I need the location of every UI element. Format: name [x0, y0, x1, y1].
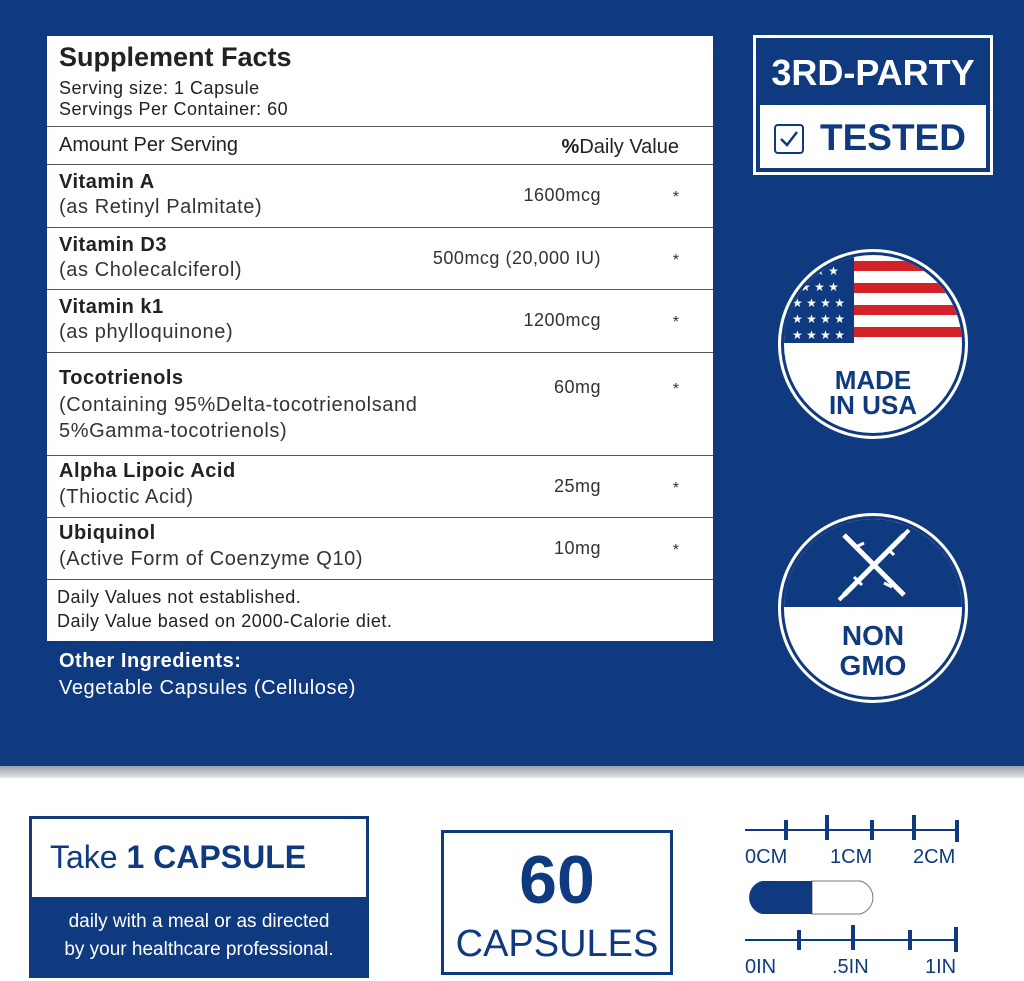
serving-size: Serving size: 1 Capsule [59, 78, 260, 98]
nutrient-row: Vitamin A (as Retinyl Palmitate) 1600mcg… [47, 164, 713, 227]
us-flag-icon: ★ ★ ★ ★ ★ ★ ★ ★ ★ ★ ★ ★ ★ ★ ★ ★ ★ [784, 255, 962, 343]
dosage-heading: Take 1 CAPSULE [50, 839, 306, 876]
nutrient-amount: 500mcg (20,000 IU) [432, 248, 601, 268]
nutrient-source: (Active Form of Coenzyme Q10) [59, 548, 364, 570]
nutrient-dv: * [672, 252, 679, 269]
nutrient-name: Vitamin D3 [59, 234, 167, 256]
dv-label: Daily Value [579, 136, 679, 158]
non-gmo-badge: NON GMO [781, 516, 965, 700]
dv-percent: % [561, 136, 580, 158]
nutrient-dv: * [672, 189, 679, 206]
svg-text:★ ★ ★ ★: ★ ★ ★ ★ [792, 312, 845, 326]
size-ruler [745, 815, 959, 952]
facts-title: Supplement Facts [59, 42, 292, 72]
nutrient-amount: 1200mcg [523, 310, 601, 330]
servings-per-container: Servings Per Container: 60 [59, 99, 289, 119]
in-usa-text: IN USA [828, 390, 918, 420]
nutrient-row: Vitamin D3 (as Cholecalciferol) 500mcg (… [47, 227, 713, 289]
divider-strip [0, 766, 1024, 778]
nutrient-source: (as Retinyl Palmitate) [59, 196, 263, 218]
supplement-facts-panel: Supplement Facts Serving size: 1 Capsule… [47, 36, 713, 641]
quantity-number: 60 [519, 842, 595, 918]
tested-bottom-box: TESTED [760, 105, 986, 168]
nutrient-name: Ubiquinol [59, 522, 156, 544]
dosage-desc-2: by your healthcare professional. [64, 939, 334, 960]
ruler-1cm: 1CM [830, 846, 873, 868]
nutrient-dv: * [672, 314, 679, 331]
gmo-text: GMO [839, 650, 907, 681]
made-text: MADE [834, 365, 912, 395]
nutrient-name: Alpha Lipoic Acid [59, 460, 236, 482]
amount-header-row: Amount Per Serving %Daily Value [47, 126, 713, 164]
svg-text:★ ★: ★ ★ [814, 264, 839, 278]
tested-top-text: 3RD-PARTY [771, 52, 975, 93]
quantity-box: 60 CAPSULES [441, 830, 673, 975]
footer-note-2: Daily Value based on 2000-Calorie diet. [57, 611, 393, 631]
dosage-desc-1: daily with a meal or as directed [68, 911, 330, 932]
made-in-usa-badge: ★ ★ ★ ★ ★ ★ ★ ★ ★ ★ ★ ★ ★ ★ ★ ★ ★ MADE IN US… [781, 252, 965, 436]
other-ingredients-title: Other Ingredients: [59, 650, 242, 672]
nutrient-dv: * [672, 480, 679, 497]
nutrient-source: (as Cholecalciferol) [59, 259, 243, 281]
dna-icon [837, 528, 911, 602]
ruler-1in: 1IN [925, 956, 957, 978]
take-text: Take [50, 839, 127, 875]
footer-row: Daily Values not established. Daily Valu… [47, 579, 713, 641]
quantity-unit: CAPSULES [455, 923, 659, 965]
footer-note-1: Daily Values not established. [57, 587, 302, 607]
nutrient-name: Vitamin A [59, 171, 155, 193]
capsule-icon [749, 880, 874, 915]
svg-text:★ ★ ★ ★: ★ ★ ★ ★ [792, 296, 845, 310]
nutrient-source: (as phylloquinone) [59, 321, 234, 343]
nutrient-amount: 10mg [553, 538, 601, 558]
nutrient-row: Alpha Lipoic Acid (Thioctic Acid) 25mg * [47, 455, 713, 517]
nutrient-name: Vitamin k1 [59, 296, 164, 318]
capsule-count-text: 1 CAPSULE [126, 839, 307, 875]
nutrient-row: Ubiquinol (Active Form of Coenzyme Q10) … [47, 517, 713, 579]
ruler-half-in: .5IN [832, 956, 869, 978]
third-party-tested-badge: 3RD-PARTY TESTED [753, 35, 993, 175]
other-ingredients-value: Vegetable Capsules (Cellulose) [59, 677, 357, 699]
nutrient-source-cont: 5%Gamma-tocotrienols) [59, 420, 288, 442]
ruler-0cm: 0CM [745, 846, 788, 868]
checkbox-icon [774, 124, 804, 154]
nutrient-dv: * [672, 381, 679, 398]
dv-header: %Daily Value [562, 136, 679, 159]
ruler-0in: 0IN [745, 956, 777, 978]
dosage-box: Take 1 CAPSULE daily with a meal or as d… [29, 816, 369, 978]
ruler-2cm: 2CM [913, 846, 956, 868]
dosage-desc-band: daily with a meal or as directed by your… [32, 897, 366, 975]
amount-header: Amount Per Serving [59, 134, 238, 156]
nutrient-amount: 25mg [553, 476, 601, 496]
svg-text:★ ★ ★: ★ ★ ★ [800, 280, 839, 294]
non-text: NON [841, 620, 905, 651]
nutrient-row: Vitamin k1 (as phylloquinone) 1200mcg * [47, 289, 713, 352]
nutrient-amount: 60mg [553, 377, 601, 397]
nutrient-dv: * [672, 542, 679, 559]
nutrient-name: Tocotrienols [59, 367, 184, 389]
nutrient-source: (Thioctic Acid) [59, 486, 194, 508]
nutrient-amount: 1600mcg [523, 185, 601, 205]
tested-bottom-text: TESTED [820, 117, 966, 158]
nutrient-source: (Containing 95%Delta-tocotrienolsand [59, 394, 418, 416]
nutrient-row: Tocotrienols (Containing 95%Delta-tocotr… [47, 352, 713, 455]
svg-text:★ ★ ★ ★: ★ ★ ★ ★ [792, 328, 845, 342]
